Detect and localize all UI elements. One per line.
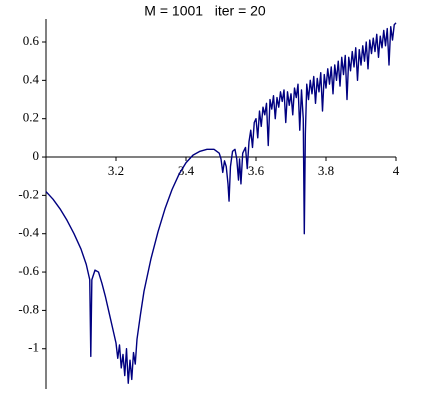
chart-title: M = 1001 iter = 20	[144, 3, 266, 19]
y-tick-label: -0.4	[18, 225, 39, 240]
x-tick-label: 3.2	[108, 163, 124, 178]
x-tick-label: 3.8	[318, 163, 334, 178]
y-tick-label: 0.6	[23, 33, 40, 48]
y-tick-label: -0.6	[18, 263, 39, 278]
y-tick-label: -0.8	[18, 301, 39, 316]
y-tick-label: 0.4	[23, 71, 40, 86]
x-tick-label: 3.4	[178, 163, 195, 178]
y-tick-label: 0	[33, 148, 40, 163]
y-tick-label: 0.2	[23, 110, 39, 125]
x-tick-label: 3.6	[248, 163, 265, 178]
x-tick-label: 4	[393, 163, 400, 178]
y-tick-label: -1	[28, 340, 39, 355]
data-line	[45, 22, 397, 384]
y-tick-label: -0.2	[18, 186, 39, 201]
